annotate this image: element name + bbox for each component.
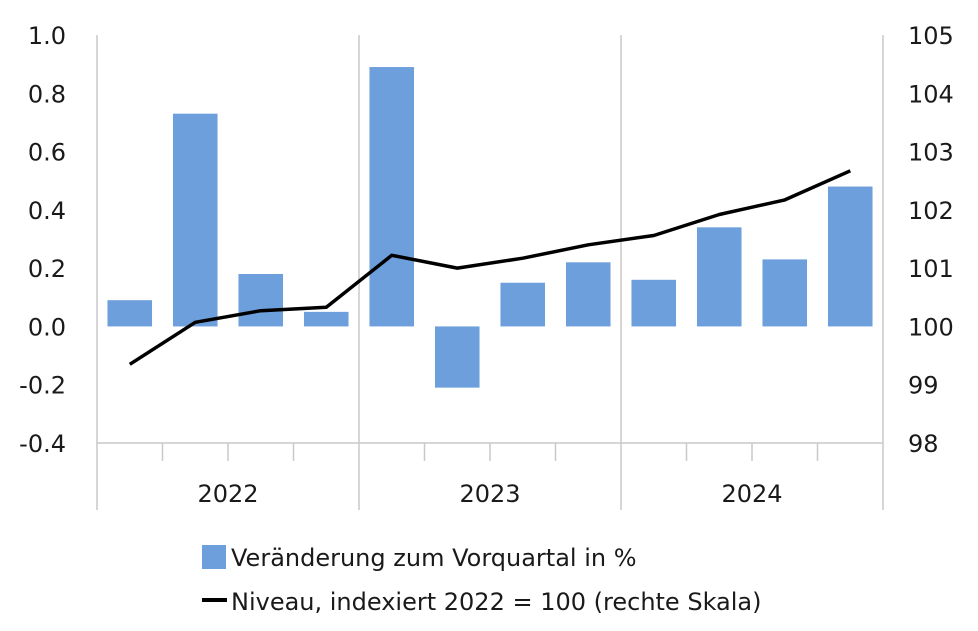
x-axis-year-labels: 2022 2023 2024 — [197, 480, 782, 508]
right-axis-tick-labels: 98 99 100 101 102 103 104 105 — [908, 22, 954, 458]
year-label: 2022 — [197, 480, 258, 508]
year-label: 2024 — [721, 480, 782, 508]
bar — [107, 300, 153, 327]
left-tick-label: 0.6 — [28, 139, 66, 167]
legend-bar-swatch — [202, 545, 226, 569]
line-series — [128, 169, 852, 366]
legend-line-label: Niveau, indexiert 2022 = 100 (rechte Ska… — [231, 588, 761, 616]
bar-series — [107, 67, 873, 388]
bar — [565, 262, 611, 327]
left-tick-label: -0.4 — [19, 430, 66, 458]
left-tick-label: 0.0 — [28, 313, 66, 341]
bar — [238, 273, 284, 327]
legend: Veränderung zum Vorquartal in % Niveau, … — [202, 544, 761, 616]
right-tick-label: 105 — [908, 22, 954, 50]
year-label: 2023 — [459, 480, 520, 508]
right-tick-label: 102 — [908, 197, 954, 225]
bar — [631, 279, 677, 327]
bar — [500, 282, 546, 327]
left-tick-label: -0.2 — [19, 372, 66, 400]
bar — [696, 227, 742, 327]
axes — [97, 442, 883, 461]
grid-lines — [96, 35, 884, 510]
bar — [434, 326, 480, 388]
bar — [303, 311, 349, 327]
right-tick-label: 101 — [908, 255, 954, 283]
right-tick-label: 99 — [908, 372, 939, 400]
index-line — [128, 169, 852, 366]
left-tick-label: 0.2 — [28, 255, 66, 283]
bar — [827, 186, 873, 327]
left-tick-label: 1.0 — [28, 22, 66, 50]
left-tick-label: 0.4 — [28, 197, 66, 225]
bar — [172, 113, 218, 327]
right-tick-label: 104 — [908, 80, 954, 108]
bar — [762, 259, 808, 327]
legend-bar-label: Veränderung zum Vorquartal in % — [231, 544, 637, 572]
right-tick-label: 98 — [908, 430, 939, 458]
left-axis-tick-labels: -0.4 -0.2 0.0 0.2 0.4 0.6 0.8 1.0 — [19, 22, 66, 458]
right-tick-label: 100 — [908, 313, 954, 341]
left-tick-label: 0.8 — [28, 80, 66, 108]
bar — [369, 67, 415, 327]
right-tick-label: 103 — [908, 139, 954, 167]
